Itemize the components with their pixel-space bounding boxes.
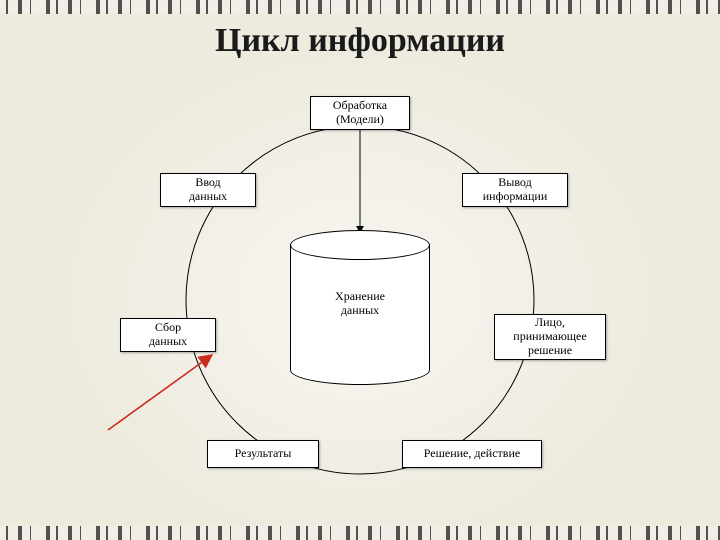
node-output: Выводинформации bbox=[462, 173, 568, 207]
node-label: Вводданных bbox=[189, 176, 227, 204]
node-processing: Обработка(Модели) bbox=[310, 96, 410, 130]
node-label: Обработка(Модели) bbox=[333, 99, 387, 127]
node-results: Результаты bbox=[207, 440, 319, 468]
node-input: Вводданных bbox=[160, 173, 256, 207]
node-decisionmaker: Лицо,принимающеерешение bbox=[494, 314, 606, 360]
node-label: Результаты bbox=[235, 447, 292, 461]
slide: Цикл информации Хранениеданных bbox=[0, 0, 720, 540]
node-label: Лицо,принимающеерешение bbox=[513, 316, 586, 357]
node-label: Сборданных bbox=[149, 321, 187, 349]
node-collect: Сборданных bbox=[120, 318, 216, 352]
diagram-stage: Хранениеданных Обработка(Модели) Вводдан… bbox=[0, 0, 720, 540]
node-action: Решение, действие bbox=[402, 440, 542, 468]
node-label: Решение, действие bbox=[424, 447, 520, 461]
pointer-arrow bbox=[108, 355, 212, 430]
storage-cylinder: Хранениеданных bbox=[290, 230, 430, 380]
cylinder-top-cap bbox=[290, 230, 430, 260]
storage-label: Хранениеданных bbox=[290, 290, 430, 318]
node-label: Выводинформации bbox=[483, 176, 548, 204]
